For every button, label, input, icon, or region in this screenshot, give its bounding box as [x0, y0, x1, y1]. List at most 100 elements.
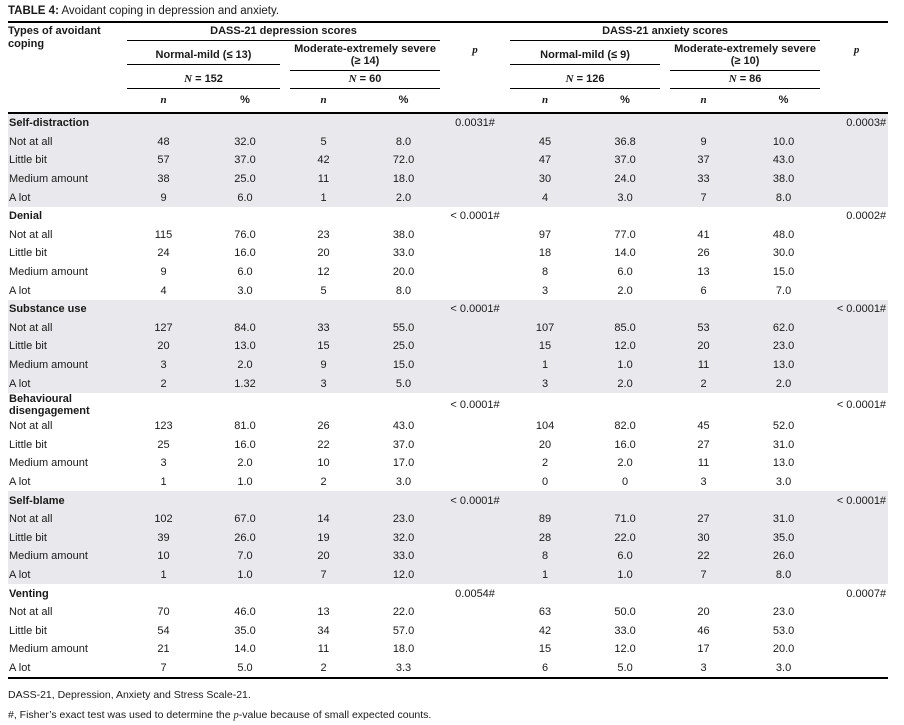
n-cell: 3 [160, 457, 167, 470]
p-spacer-cell [825, 436, 888, 455]
table-row: Little bit 39 26.0 19 32.0 28 22.0 30 35.0 [8, 528, 889, 548]
n-cell: 20 [122, 337, 205, 356]
pct-cell: 50.0 [614, 606, 636, 619]
n-cell: 104 [535, 420, 555, 433]
n-cell: 11 [285, 169, 362, 189]
n-cell: 11 [317, 643, 330, 656]
pct-cell: 2.0 [617, 457, 633, 470]
pct-cell: 53.0 [772, 624, 795, 637]
group-header-row: Types of avoidant coping DASS-21 depress… [8, 23, 888, 114]
row-label: Little bit [8, 151, 122, 170]
pct-cell: 62.0 [742, 318, 826, 338]
subgroup-header-row: Normal-mild (≤ 13) Moderate-extremely se… [8, 42, 889, 114]
n-cell: 48 [122, 132, 205, 152]
n-cell: 3 [285, 374, 362, 393]
n-cell: 26 [697, 247, 710, 260]
pct-cell: 8.0 [742, 565, 826, 585]
p-value-anxiety: < 0.0001# [836, 398, 887, 411]
pct-cell: 35.0 [234, 624, 256, 637]
pct-cell: 12.0 [362, 565, 446, 585]
table-row: Medium amount 38 25.0 11 18.0 30 24.0 33 38.0 [8, 169, 889, 189]
data-table: Types of avoidant coping DASS-21 depress… [8, 23, 889, 680]
pct-cell: 2.0 [205, 355, 285, 375]
n-cell: 8 [505, 547, 586, 566]
pct-cell: 6.0 [617, 266, 633, 279]
p-spacer-cell [445, 281, 505, 300]
spacer-cell [122, 491, 446, 510]
pct-cell: 16.0 [234, 247, 256, 260]
spacer-cell [505, 114, 826, 133]
pct-cell: 8.0 [395, 284, 412, 297]
p-spacer-cell [825, 337, 889, 356]
row-label: Medium amount [8, 547, 122, 566]
spacer-cell [122, 393, 445, 417]
section-title: Behavioural disengagement [9, 392, 90, 417]
pct-cell: 32.0 [205, 132, 285, 152]
row-label: Not at all [8, 509, 122, 529]
n-cell: 4 [505, 188, 586, 207]
pct-cell: 20.0 [772, 643, 795, 656]
corner-line1: Types of avoidant [8, 25, 101, 37]
pct-cell: 38.0 [392, 228, 415, 241]
pct-cell: 2.0 [585, 374, 666, 393]
table-row: Little bit 54 35.0 34 57.0 42 33.0 46 53.0 [8, 621, 888, 640]
n-cell: 2 [665, 374, 743, 393]
pct-cell: 12.0 [585, 337, 666, 356]
n-cell: 38 [122, 169, 205, 189]
n-cell: 1 [505, 355, 586, 375]
p-spacer-cell [445, 436, 505, 455]
row-label: A lot [9, 475, 31, 488]
pct-cell: 35.0 [742, 528, 826, 548]
n-cell: 11 [697, 457, 710, 470]
table-title-text: Avoidant coping in depression and anxiet… [58, 5, 280, 17]
n-cell: 18 [538, 247, 552, 260]
units-header-row: n % n % n % n % [8, 90, 888, 114]
pct-cell: 37.0 [392, 438, 415, 451]
n-cell: 11 [665, 355, 743, 375]
n-cell: 2 [122, 374, 205, 393]
col-n-header: n [122, 90, 205, 114]
row-label: A lot [8, 374, 122, 393]
n-cell: 42 [285, 151, 362, 170]
n-total-dep-normal: N = 152 [122, 71, 285, 90]
pct-cell: 71.0 [585, 509, 666, 529]
n-cell: 1 [285, 188, 362, 207]
n-cell: 27 [697, 438, 710, 451]
section-title: Self-distraction [8, 114, 122, 133]
row-label: Not at all [9, 228, 53, 241]
p-spacer-cell [825, 244, 888, 263]
pct-cell: 15.0 [772, 266, 795, 279]
p-spacer-cell [825, 169, 889, 189]
row-label: Not at all [9, 606, 53, 619]
p-spacer-cell [825, 659, 889, 680]
p-spacer-cell [445, 244, 505, 263]
pct-cell: 13.0 [772, 457, 795, 470]
table-row: Medium amount 3 2.0 9 15.0 1 1.0 11 13.0 [8, 355, 889, 375]
n-cell: 41 [697, 228, 710, 241]
spacer-cell [505, 299, 826, 319]
row-label: Little bit [9, 247, 47, 260]
pct-cell: 43.0 [392, 420, 415, 433]
n-cell: 0 [541, 475, 549, 488]
pct-cell: 26.0 [742, 547, 826, 566]
col-n-header: n [505, 90, 586, 114]
n-cell: 107 [505, 318, 586, 338]
n-cell: 33 [665, 169, 743, 189]
p-spacer-cell [825, 621, 888, 640]
n-cell: 20 [285, 547, 362, 566]
n-cell: 7 [122, 659, 205, 680]
pct-cell: 43.0 [742, 151, 826, 170]
n-cell: 3 [700, 475, 707, 488]
n-cell: 9 [285, 355, 362, 375]
row-label: Little bit [9, 438, 47, 451]
n-cell: 4 [160, 284, 167, 297]
n-cell: 21 [157, 643, 170, 656]
row-label: Medium amount [8, 169, 122, 189]
pct-cell: 33.0 [362, 547, 446, 566]
n-cell: 15 [505, 337, 586, 356]
p-spacer-cell [445, 509, 506, 529]
spacer-cell [122, 207, 445, 226]
n-total-anx-normal: N = 126 [505, 71, 665, 90]
n-cell: 17 [697, 643, 710, 656]
pct-cell: 22.0 [585, 528, 666, 548]
